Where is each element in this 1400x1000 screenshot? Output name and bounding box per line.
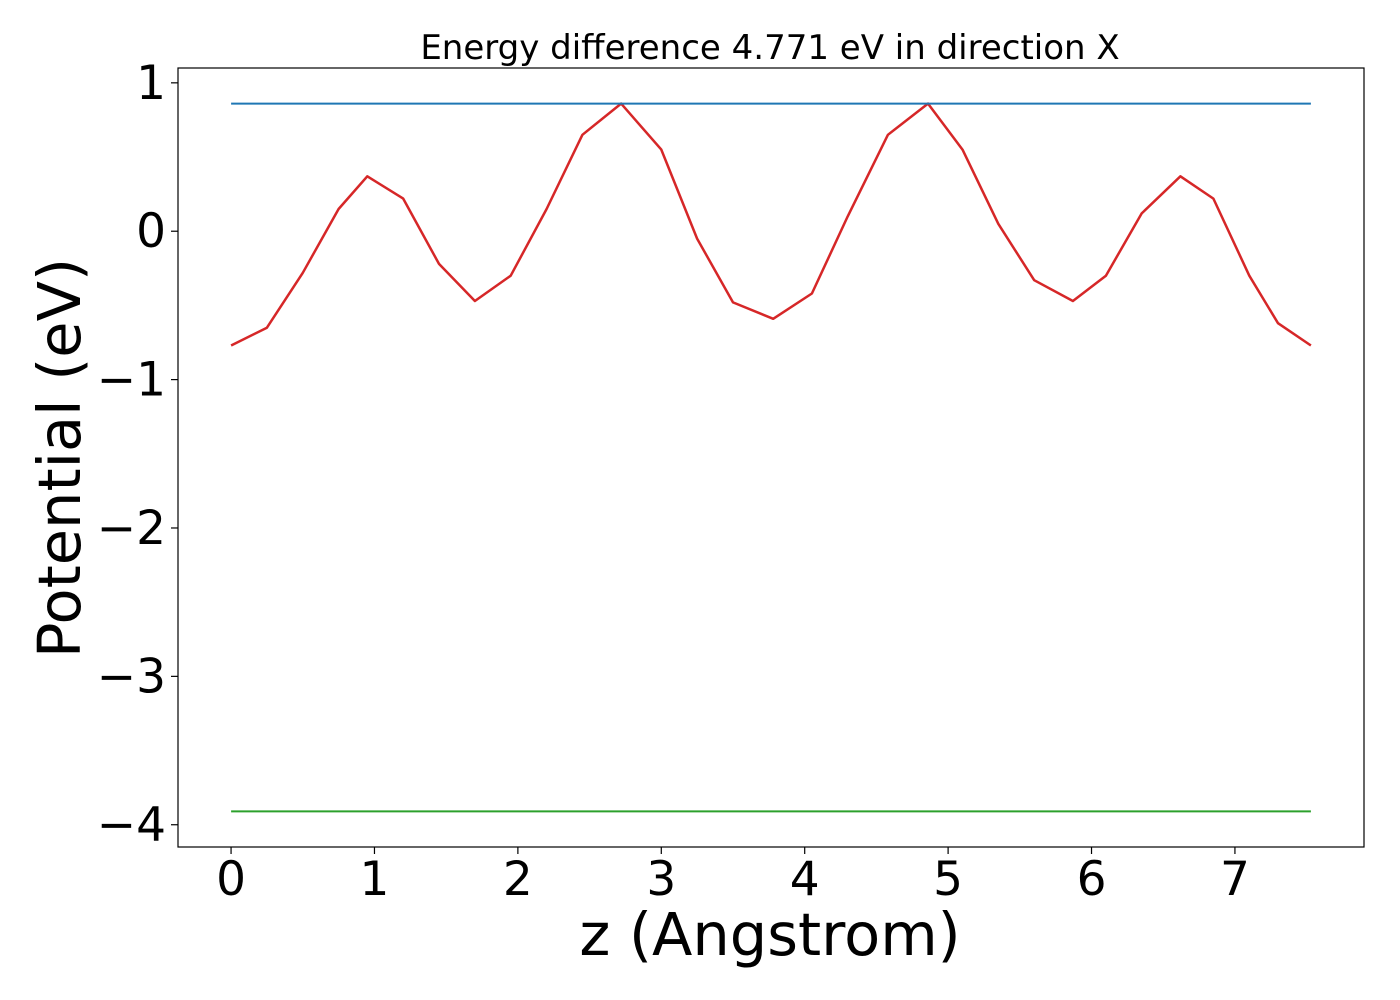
x-tick-label: 3 — [646, 852, 676, 907]
chart-title: Energy difference 4.771 eV in direction … — [420, 28, 1119, 68]
x-tick-label: 0 — [216, 852, 246, 907]
y-tick-label: −1 — [97, 353, 166, 408]
y-tick-label: 1 — [136, 56, 166, 111]
x-tick-label: 4 — [790, 852, 820, 907]
y-tick-label: −4 — [97, 798, 166, 853]
y-axis: 1 0 −1 −2 −3 −4 — [97, 56, 178, 853]
plot-area — [177, 67, 1365, 848]
y-axis-label: Potential (eV) — [25, 258, 94, 658]
plot-frame — [177, 67, 1365, 848]
series-line-1 — [230, 102, 1312, 347]
x-tick-label: 1 — [360, 852, 390, 907]
x-axis-label: z (Angstrom) — [579, 900, 960, 969]
x-tick-label: 5 — [933, 852, 963, 907]
x-tick-label: 7 — [1220, 852, 1250, 907]
y-tick-label: −3 — [97, 649, 166, 704]
y-tick-label: 0 — [136, 204, 166, 259]
x-tick-label: 2 — [503, 852, 533, 907]
y-tick-label: −2 — [97, 501, 166, 556]
x-axis: 0 1 2 3 4 5 6 7 — [216, 847, 1250, 907]
x-tick-label: 6 — [1077, 852, 1107, 907]
